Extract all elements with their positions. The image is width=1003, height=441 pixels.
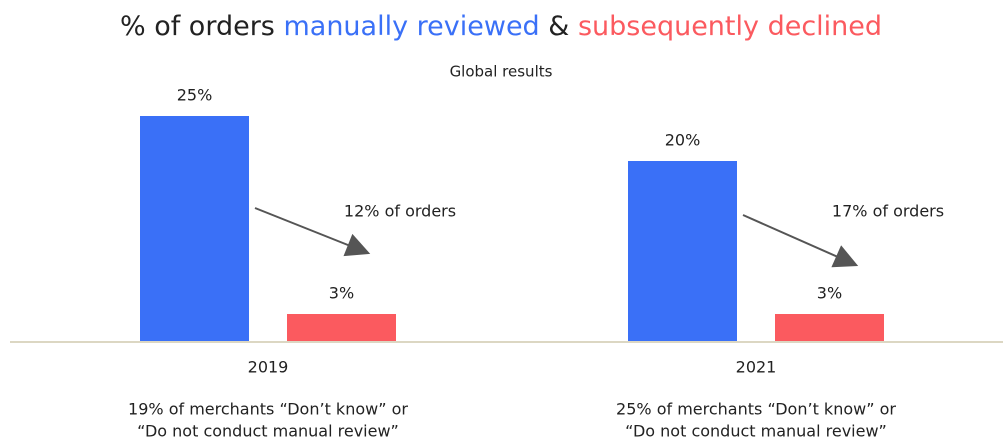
value-label: 20% bbox=[665, 131, 701, 150]
title-series: subsequently declined bbox=[578, 11, 882, 42]
x-tick-label: 2019 bbox=[248, 358, 289, 377]
value-label: 3% bbox=[817, 284, 842, 303]
footnote: 25% of merchants “Don’t know” or bbox=[616, 400, 896, 419]
footnote: “Do not conduct manual review” bbox=[625, 422, 887, 441]
value-label: 3% bbox=[329, 284, 354, 303]
chart-title: % of orders manually reviewed & subseque… bbox=[120, 11, 882, 42]
annotation: 17% of orders bbox=[832, 202, 944, 221]
x-tick-label: 2021 bbox=[736, 358, 777, 377]
annotation: 12% of orders bbox=[344, 202, 456, 221]
arrow bbox=[254, 207, 371, 257]
footnote: “Do not conduct manual review” bbox=[137, 422, 399, 441]
footnote: 19% of merchants “Don’t know” or bbox=[128, 400, 408, 419]
title-joiner: & bbox=[548, 11, 569, 42]
title-series: manually reviewed bbox=[283, 11, 539, 42]
title-prefix: % of orders bbox=[120, 11, 275, 42]
bar bbox=[287, 314, 396, 341]
subtitle: Global results bbox=[450, 63, 553, 81]
value-label: 25% bbox=[177, 86, 213, 105]
bar bbox=[628, 161, 737, 341]
arrow bbox=[742, 214, 859, 268]
bar bbox=[140, 116, 249, 341]
bar bbox=[775, 314, 884, 341]
